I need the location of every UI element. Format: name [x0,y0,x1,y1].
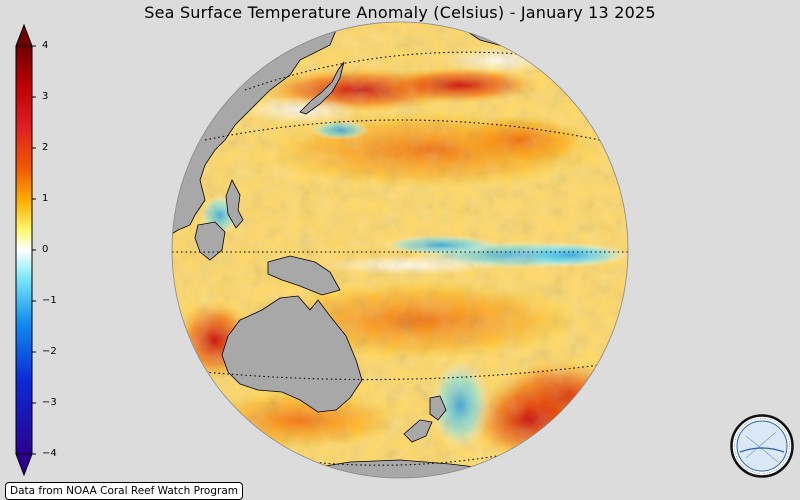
colorbar [15,23,36,477]
map-title: Sea Surface Temperature Anomaly (Celsius… [144,3,656,22]
colorbar-tick-label: −4 [42,448,57,459]
colorbar-tick-label: −3 [42,397,57,408]
new-guinea-landmass [267,255,341,296]
colorbar-tick-label: 4 [42,40,49,51]
colorbar-tick-label: 2 [42,142,49,153]
borneo-landmass [194,221,226,261]
australia-landmass [221,295,363,413]
colorbar-tick-label: 0 [42,244,49,255]
philippines-landmass [225,179,244,229]
new-zealand-north-landmass [429,395,447,421]
japan-landmass [299,61,345,115]
colorbar-tick-label: 1 [42,193,49,204]
new-zealand-south-landmass [403,419,433,443]
colorbar-tick-label: −1 [42,295,57,306]
colorbar-min-arrow [15,453,33,477]
data-source-credit: Data from NOAA Coral Reef Watch Program [5,482,243,500]
colorbar-tick-label: −2 [42,346,57,357]
sst-anomaly-field [172,22,628,478]
newlab-logo [730,414,794,478]
globe-outline [171,21,629,479]
colorbar-tick-label: 3 [42,91,49,102]
